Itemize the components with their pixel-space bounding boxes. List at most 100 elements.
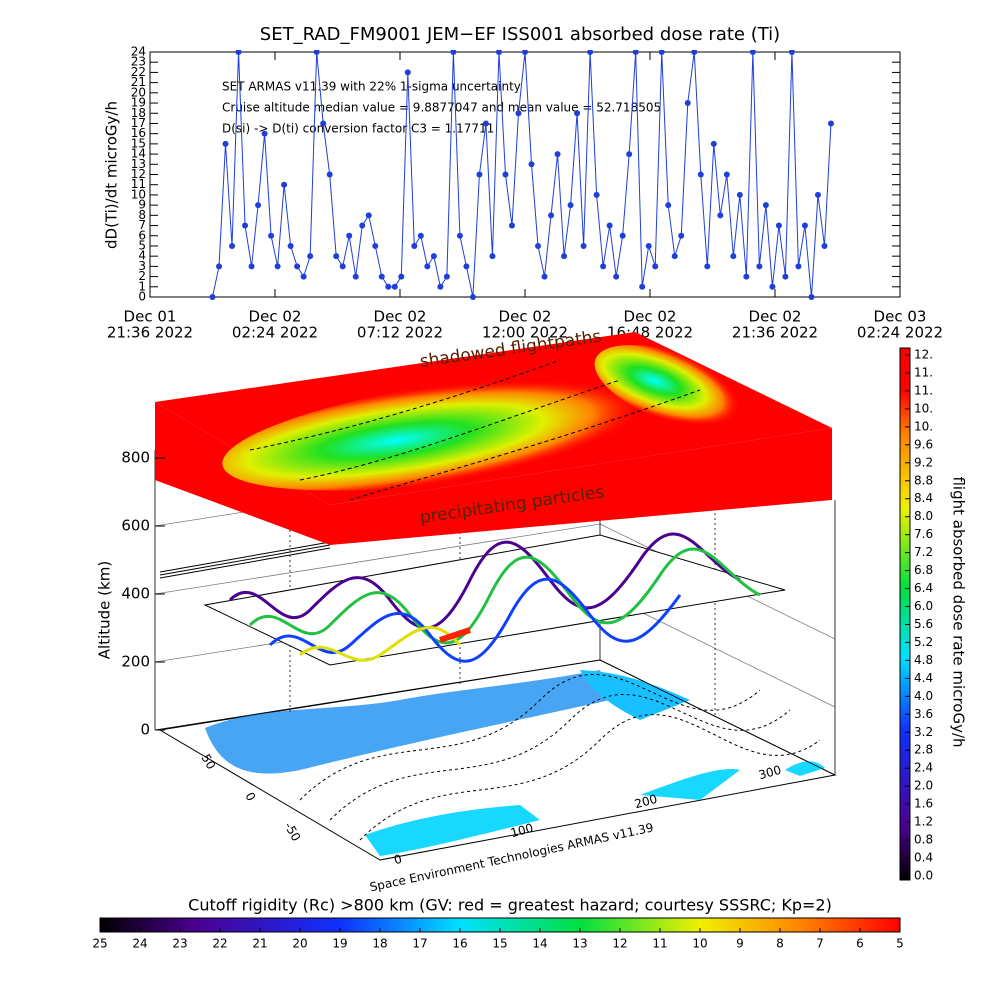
altitude-tick-label: 600: [121, 517, 150, 535]
point: [495, 50, 502, 55]
point: [385, 283, 392, 290]
lon-tick-label: 200: [633, 792, 659, 811]
dose-colorbar-label: flight absorbed dose rate microGy/h: [950, 476, 968, 747]
y-tick-label: 8: [138, 208, 146, 222]
point: [775, 222, 782, 229]
point: [346, 232, 353, 239]
point: [300, 273, 307, 280]
dose-tick-label: 0.8: [914, 833, 933, 847]
y-tick-label: 16: [131, 126, 146, 140]
point: [697, 171, 704, 178]
point: [489, 253, 496, 260]
point: [430, 253, 437, 260]
altitude-tick-label: 400: [121, 585, 150, 603]
y-tick-label: 17: [131, 116, 146, 130]
dose-tick-label: 5.6: [914, 617, 933, 631]
rigidity-tick-label: 7: [816, 937, 824, 951]
point: [372, 242, 379, 249]
dose-tick-label: 0.0: [914, 869, 933, 883]
point: [417, 232, 424, 239]
rigidity-tick-label: 6: [856, 937, 864, 951]
point: [424, 263, 431, 270]
dose-tick-label: 4.0: [914, 689, 933, 703]
rigidity-tick-label: 12: [612, 937, 627, 951]
point: [743, 273, 750, 280]
x-tick-label: 12:00 2022: [482, 324, 568, 342]
dose-tick-label: 2.8: [914, 743, 933, 757]
lon-tick-label: 100: [509, 821, 535, 840]
y-tick-label: 13: [131, 157, 146, 171]
point: [762, 202, 769, 209]
dose-rate-plot: SET_RAD_FM9001 JEM−EF ISS001 absorbed do…: [103, 24, 944, 342]
dose-tick-label: 4.4: [914, 671, 933, 685]
point: [535, 242, 542, 249]
rigidity-tick-label: 19: [332, 937, 347, 951]
point: [587, 50, 594, 55]
y-tick-label: 21: [131, 75, 146, 89]
point: [469, 294, 476, 300]
point: [678, 232, 685, 239]
point: [548, 212, 555, 219]
point: [561, 253, 568, 260]
dose-blob: [222, 369, 718, 491]
point: [691, 50, 698, 55]
dose-tick-label: 3.6: [914, 707, 933, 721]
line: [212, 51, 832, 298]
rigidity-tick-label: 5: [896, 937, 904, 951]
point: [326, 171, 333, 178]
point: [821, 242, 828, 249]
rigidity-tick-label: 24: [132, 937, 147, 951]
rigidity-tick-label: 14: [532, 937, 547, 951]
dose-tick-label: 6.8: [914, 563, 933, 577]
slab-sides: [155, 402, 832, 545]
point: [294, 263, 301, 270]
point: [268, 232, 275, 239]
point: [652, 263, 659, 270]
x-tick-label: 02:24 2022: [857, 324, 943, 342]
point: [704, 263, 711, 270]
dose-tick-label: 6.4: [914, 581, 933, 595]
rigidity-tick-label: 8: [776, 937, 784, 951]
point: [359, 222, 366, 229]
dose-tick-label: 1.2: [914, 815, 933, 829]
rigidity-tick-label: 9: [736, 937, 744, 951]
point: [333, 253, 340, 260]
dose-tick-label: 3.2: [914, 725, 933, 739]
dose-tick-label: 6.0: [914, 599, 933, 613]
x-tick-label: 02:24 2022: [232, 324, 318, 342]
continent: [365, 805, 540, 856]
chart-title: SET_RAD_FM9001 JEM−EF ISS001 absorbed do…: [260, 24, 780, 45]
point: [398, 273, 405, 280]
point: [782, 273, 789, 280]
altitude-tick-label: 200: [121, 653, 150, 671]
point: [574, 110, 581, 117]
dose-tick-label: 8.4: [914, 491, 933, 505]
point: [632, 50, 639, 55]
dose-tick-label: 9.6: [914, 437, 933, 451]
point: [339, 263, 346, 270]
point: [756, 263, 763, 270]
dose-tick-label: 9.2: [914, 455, 933, 469]
dose-tick-label: 0.4: [914, 851, 933, 865]
x-tick-label: 07:12 2022: [357, 324, 443, 342]
rigidity-tick-label: 16: [452, 937, 467, 951]
y-tick-label: 19: [131, 96, 146, 110]
point: [307, 253, 314, 260]
point: [476, 171, 483, 178]
point: [528, 161, 535, 168]
point: [814, 191, 821, 198]
point: [736, 191, 743, 198]
point: [749, 50, 756, 55]
rigidity-tick-label: 17: [412, 937, 427, 951]
rigidity-tick-label: 23: [172, 937, 187, 951]
point: [352, 273, 359, 280]
y-tick-label: 10: [131, 187, 146, 201]
annotation: Cruise altitude median value = 9.8877047…: [222, 101, 661, 115]
point: [437, 283, 444, 290]
plot-area: [209, 50, 834, 300]
y-tick-label: 20: [131, 85, 146, 99]
point: [671, 253, 678, 260]
point: [515, 110, 522, 117]
x-tick-label: Dec 02: [249, 308, 302, 326]
point: [580, 242, 587, 249]
